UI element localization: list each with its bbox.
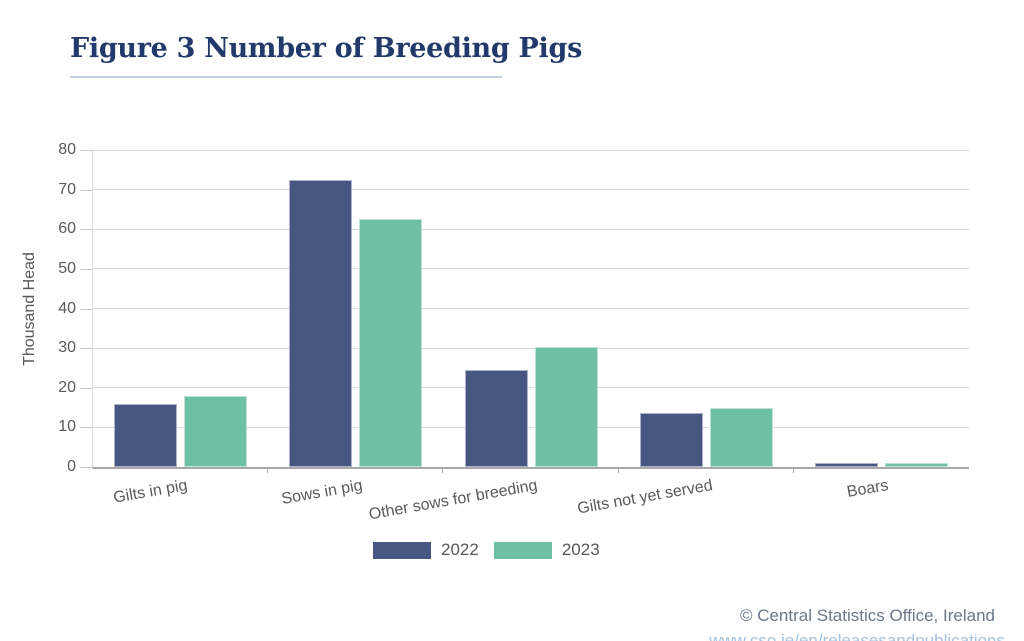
y-tick-mark-70 bbox=[80, 189, 92, 191]
bar-2023-sows-in-pig bbox=[359, 218, 423, 467]
y-tick-label-60: 60 bbox=[58, 220, 76, 238]
y-tick-label-50: 50 bbox=[58, 259, 76, 277]
bar-2022-other-sows-for-breeding bbox=[464, 369, 528, 467]
legend-label-2022: 2022 bbox=[441, 540, 479, 559]
y-tick-mark-30 bbox=[80, 348, 92, 350]
bar-2022-boars bbox=[814, 463, 878, 467]
bar-2023-boars bbox=[884, 463, 948, 467]
gridline-30 bbox=[93, 347, 969, 349]
y-tick-label-70: 70 bbox=[58, 180, 76, 198]
title-underline bbox=[70, 76, 502, 78]
x-tick-mark-3 bbox=[617, 469, 619, 473]
x-label-boars: Boars bbox=[845, 477, 890, 501]
gridline-50 bbox=[93, 268, 969, 270]
x-label-gilts-not-yet-served: Gilts not yet served bbox=[576, 477, 715, 518]
x-label-sows-in-pig: Sows in pig bbox=[280, 477, 364, 508]
bar-group-1 bbox=[93, 150, 268, 467]
copyright-text: © Central Statistics Office, Ireland bbox=[739, 606, 995, 625]
bar-2022-gilts-in-pig bbox=[114, 404, 178, 467]
gridline-10 bbox=[93, 426, 969, 428]
gridline-70 bbox=[93, 189, 969, 191]
y-tick-mark-50 bbox=[80, 268, 92, 270]
bar-group-3 bbox=[443, 150, 618, 467]
y-tick-label-20: 20 bbox=[58, 378, 76, 396]
y-tick-mark-20 bbox=[80, 387, 92, 389]
bar-2022-sows-in-pig bbox=[289, 180, 353, 467]
y-tick-label-0: 0 bbox=[67, 458, 76, 475]
y-tick-mark-80 bbox=[80, 150, 92, 151]
bar-2023-gilts-not-yet-served bbox=[709, 408, 773, 467]
bar-group-5 bbox=[794, 150, 969, 467]
bar-2023-other-sows-for-breeding bbox=[534, 346, 598, 467]
y-tick-label-40: 40 bbox=[58, 299, 76, 317]
gridline-40 bbox=[93, 308, 969, 309]
y-tick-mark-0 bbox=[80, 467, 92, 468]
y-tick-mark-10 bbox=[80, 427, 92, 429]
bar-group-4 bbox=[619, 150, 794, 467]
bar-group-2 bbox=[268, 150, 443, 467]
legend-swatch-2022 bbox=[373, 541, 431, 559]
x-tick-mark-4 bbox=[792, 469, 794, 473]
legend: 2022 2023 bbox=[373, 540, 600, 560]
figure-title: Figure 3 Number of Breeding Pigs bbox=[70, 33, 582, 64]
legend-label-2023: 2023 bbox=[561, 540, 600, 559]
x-tick-mark-2 bbox=[442, 469, 444, 473]
gridline-20 bbox=[93, 387, 969, 389]
x-label-gilts-in-pig: Gilts in pig bbox=[112, 477, 189, 507]
y-tick-mark-60 bbox=[80, 229, 92, 231]
y-tick-label-10: 10 bbox=[58, 418, 76, 436]
plot-area bbox=[92, 149, 969, 469]
bar-groups bbox=[93, 150, 969, 467]
bar-2023-gilts-in-pig bbox=[184, 396, 248, 467]
y-tick-label-80: 80 bbox=[58, 141, 76, 158]
y-tick-mark-40 bbox=[80, 308, 92, 310]
gridline-60 bbox=[93, 228, 969, 230]
x-tick-mark-1 bbox=[267, 469, 269, 473]
source-link-partial[interactable]: www.cso.ie/en/releasesandpublications bbox=[709, 631, 1005, 641]
bar-2022-gilts-not-yet-served bbox=[639, 412, 703, 467]
legend-swatch-2023 bbox=[493, 541, 552, 559]
x-label-other-sows-for-breeding: Other sows for breeding bbox=[367, 477, 539, 524]
gridline-80 bbox=[93, 149, 969, 151]
y-tick-label-30: 30 bbox=[58, 339, 76, 357]
